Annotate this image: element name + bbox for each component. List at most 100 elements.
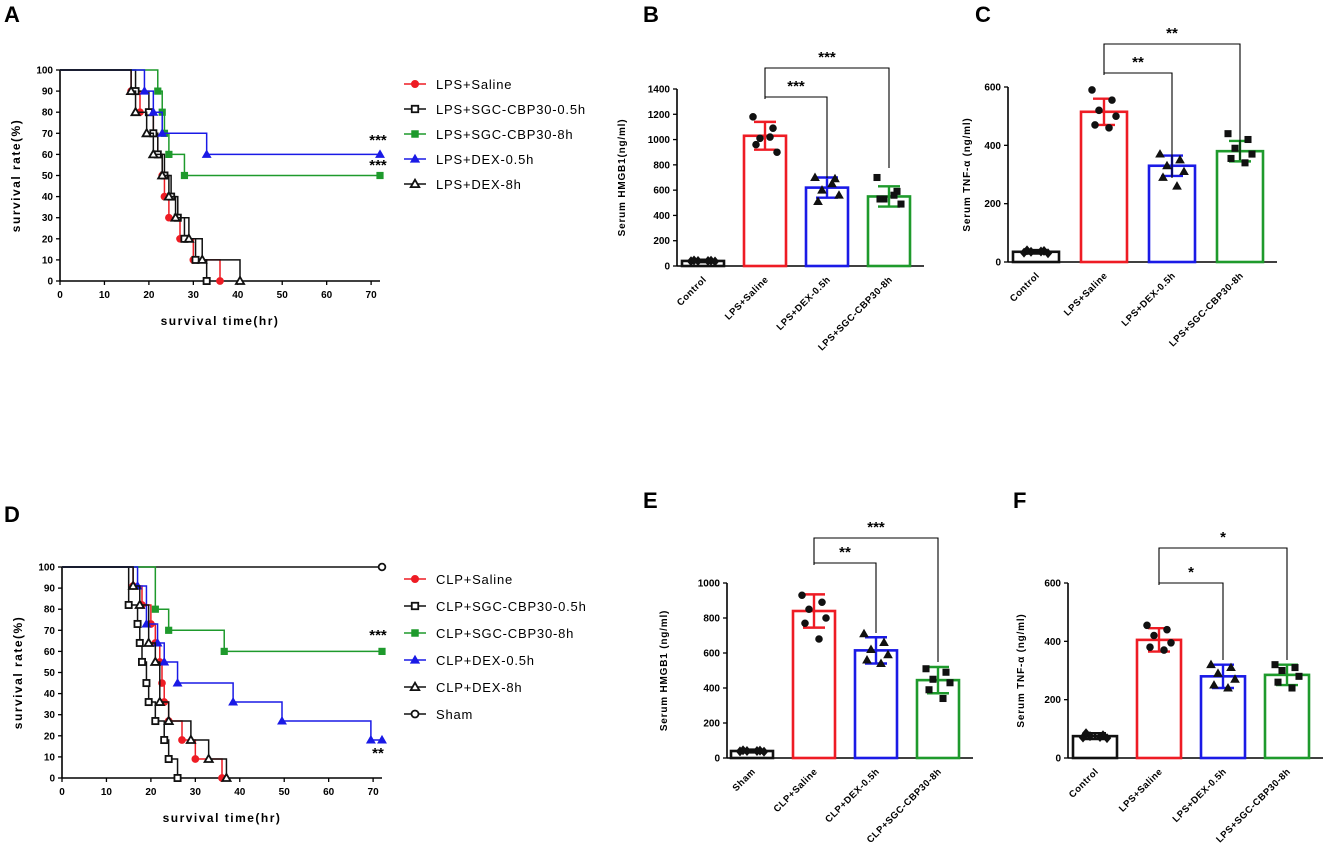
significance-bracket bbox=[1158, 547, 1288, 660]
km-censor-marker bbox=[134, 599, 146, 609]
data-point bbox=[1223, 683, 1233, 692]
data-point bbox=[859, 628, 869, 638]
km-censor-marker bbox=[139, 86, 150, 95]
y-tick-label: 50 bbox=[42, 171, 54, 182]
panel-label-a: A bbox=[4, 2, 20, 27]
km-censor-marker bbox=[151, 605, 159, 613]
km-censor-marker bbox=[202, 277, 211, 285]
y-tick-label: 20 bbox=[42, 234, 54, 245]
data-point bbox=[1155, 149, 1165, 158]
km-censor-marker bbox=[203, 753, 215, 763]
km-censor-marker bbox=[220, 772, 233, 782]
panel-e-bar-chart: 0 200 400 600 800 1000 Serum HMGB1 (ng/ml) Sham… bbox=[659, 519, 973, 846]
km-censor-marker bbox=[138, 657, 146, 666]
km-end-marker bbox=[378, 647, 386, 655]
y-tick-label: 0 bbox=[664, 262, 670, 273]
legend-label: LPS+SGC-CBP30-8h bbox=[436, 127, 573, 142]
data-point bbox=[1160, 646, 1168, 654]
data-point bbox=[805, 605, 813, 614]
bar-lps-dex-0-5h bbox=[804, 186, 850, 268]
x-category-label: Control bbox=[1008, 270, 1042, 304]
data-point bbox=[1105, 124, 1113, 132]
y-tick-label: 600 bbox=[984, 83, 1001, 94]
km-censor-marker bbox=[143, 637, 155, 647]
data-point bbox=[1091, 121, 1099, 129]
km-censor-marker bbox=[277, 715, 287, 725]
data-point bbox=[813, 196, 823, 205]
km-censor-marker bbox=[169, 211, 182, 222]
km-censor-marker bbox=[183, 232, 195, 243]
km-end-marker bbox=[377, 562, 387, 572]
legend-marker bbox=[409, 680, 421, 692]
data-point bbox=[1095, 106, 1103, 115]
x-tick-label: 40 bbox=[234, 787, 246, 798]
legend-label: LPS+DEX-8h bbox=[436, 177, 522, 192]
data-point bbox=[1224, 130, 1232, 138]
km-censor-marker bbox=[173, 774, 182, 782]
x-category-label: LPS+Saline bbox=[1062, 270, 1110, 318]
legend-label: CLP+SGC-CBP30-0.5h bbox=[436, 599, 587, 614]
km-censor-marker bbox=[156, 169, 168, 180]
data-point bbox=[749, 113, 757, 121]
y-axis-title: Serum TNF-α (ng/ml) bbox=[1016, 613, 1027, 727]
km-censor-marker bbox=[163, 715, 175, 725]
km-curve-lps-dex-0-5h bbox=[60, 69, 380, 156]
x-tick-label: 30 bbox=[188, 290, 200, 301]
panel-f-bar-chart: 0 200 400 600 Serum TNF-α (ng/ml) Control LPS+… bbox=[1016, 529, 1323, 845]
x-axis-title: survival time(hr) bbox=[161, 314, 280, 328]
data-point bbox=[1146, 643, 1154, 651]
data-point bbox=[1112, 112, 1120, 120]
bar-lps-sgc-cbp30-8h bbox=[1263, 673, 1311, 760]
y-tick-label: 70 bbox=[42, 129, 54, 140]
significance-mark: *** bbox=[369, 627, 387, 644]
y-tick-label: 0 bbox=[714, 754, 720, 765]
panel-a-survival-chart: 0 10 20 30 40 50 60 70 0 10 20 30 40 50 60 70 80 90 100 sur… bbox=[9, 66, 585, 329]
data-point bbox=[834, 190, 844, 199]
x-tick-label: 10 bbox=[101, 787, 113, 798]
y-tick-label: 400 bbox=[653, 211, 670, 222]
y-axis-title: Serum TNF-α (ng/ml) bbox=[962, 117, 973, 231]
km-censor-marker bbox=[165, 626, 173, 634]
bar-lps-dex-0-5h bbox=[1147, 164, 1197, 264]
data-point bbox=[1230, 674, 1240, 683]
bar-clp-dex-0-5h bbox=[853, 649, 899, 760]
data-point bbox=[1278, 666, 1286, 675]
y-tick-label: 90 bbox=[44, 584, 56, 595]
y-tick-label: 400 bbox=[1044, 637, 1061, 648]
significance-bracket bbox=[764, 96, 828, 178]
data-point bbox=[759, 746, 769, 757]
data-point bbox=[1209, 680, 1219, 689]
data-point bbox=[810, 172, 820, 181]
significance-mark: *** bbox=[867, 519, 885, 536]
y-tick-label: 60 bbox=[44, 647, 56, 658]
x-category-label: LPS+SGC-CBP30-8h bbox=[1167, 270, 1246, 349]
data-point bbox=[752, 140, 760, 149]
data-point bbox=[866, 644, 876, 653]
significance-bracket bbox=[1158, 582, 1224, 660]
y-tick-label: 0 bbox=[995, 258, 1001, 269]
y-tick-label: 800 bbox=[703, 614, 720, 625]
data-point bbox=[710, 256, 720, 267]
data-point bbox=[876, 195, 884, 203]
x-tick-label: 0 bbox=[57, 290, 63, 301]
significance-bracket bbox=[764, 67, 890, 168]
panel-label-f: F bbox=[1013, 488, 1026, 513]
x-category-label: LPS+Saline bbox=[1117, 766, 1165, 814]
km-censor-marker bbox=[154, 696, 166, 706]
y-tick-label: 40 bbox=[44, 689, 56, 700]
data-point bbox=[1172, 181, 1182, 190]
panel-c-bar-chart: 0 200 400 600 Serum TNF-α (ng/ml) Control LPS+… bbox=[962, 25, 1277, 349]
data-point bbox=[689, 255, 699, 266]
km-censor-marker bbox=[172, 677, 183, 687]
data-point bbox=[1271, 661, 1279, 669]
km-censor-marker bbox=[165, 150, 173, 158]
data-point bbox=[922, 665, 930, 673]
x-tick-label: 10 bbox=[99, 290, 111, 301]
km-censor-marker bbox=[154, 87, 162, 95]
data-point bbox=[818, 598, 826, 607]
y-tick-label: 200 bbox=[984, 199, 1001, 210]
data-point bbox=[1167, 639, 1175, 647]
y-tick-label: 600 bbox=[703, 649, 720, 660]
legend-marker bbox=[411, 629, 419, 637]
legend-marker bbox=[409, 177, 421, 189]
